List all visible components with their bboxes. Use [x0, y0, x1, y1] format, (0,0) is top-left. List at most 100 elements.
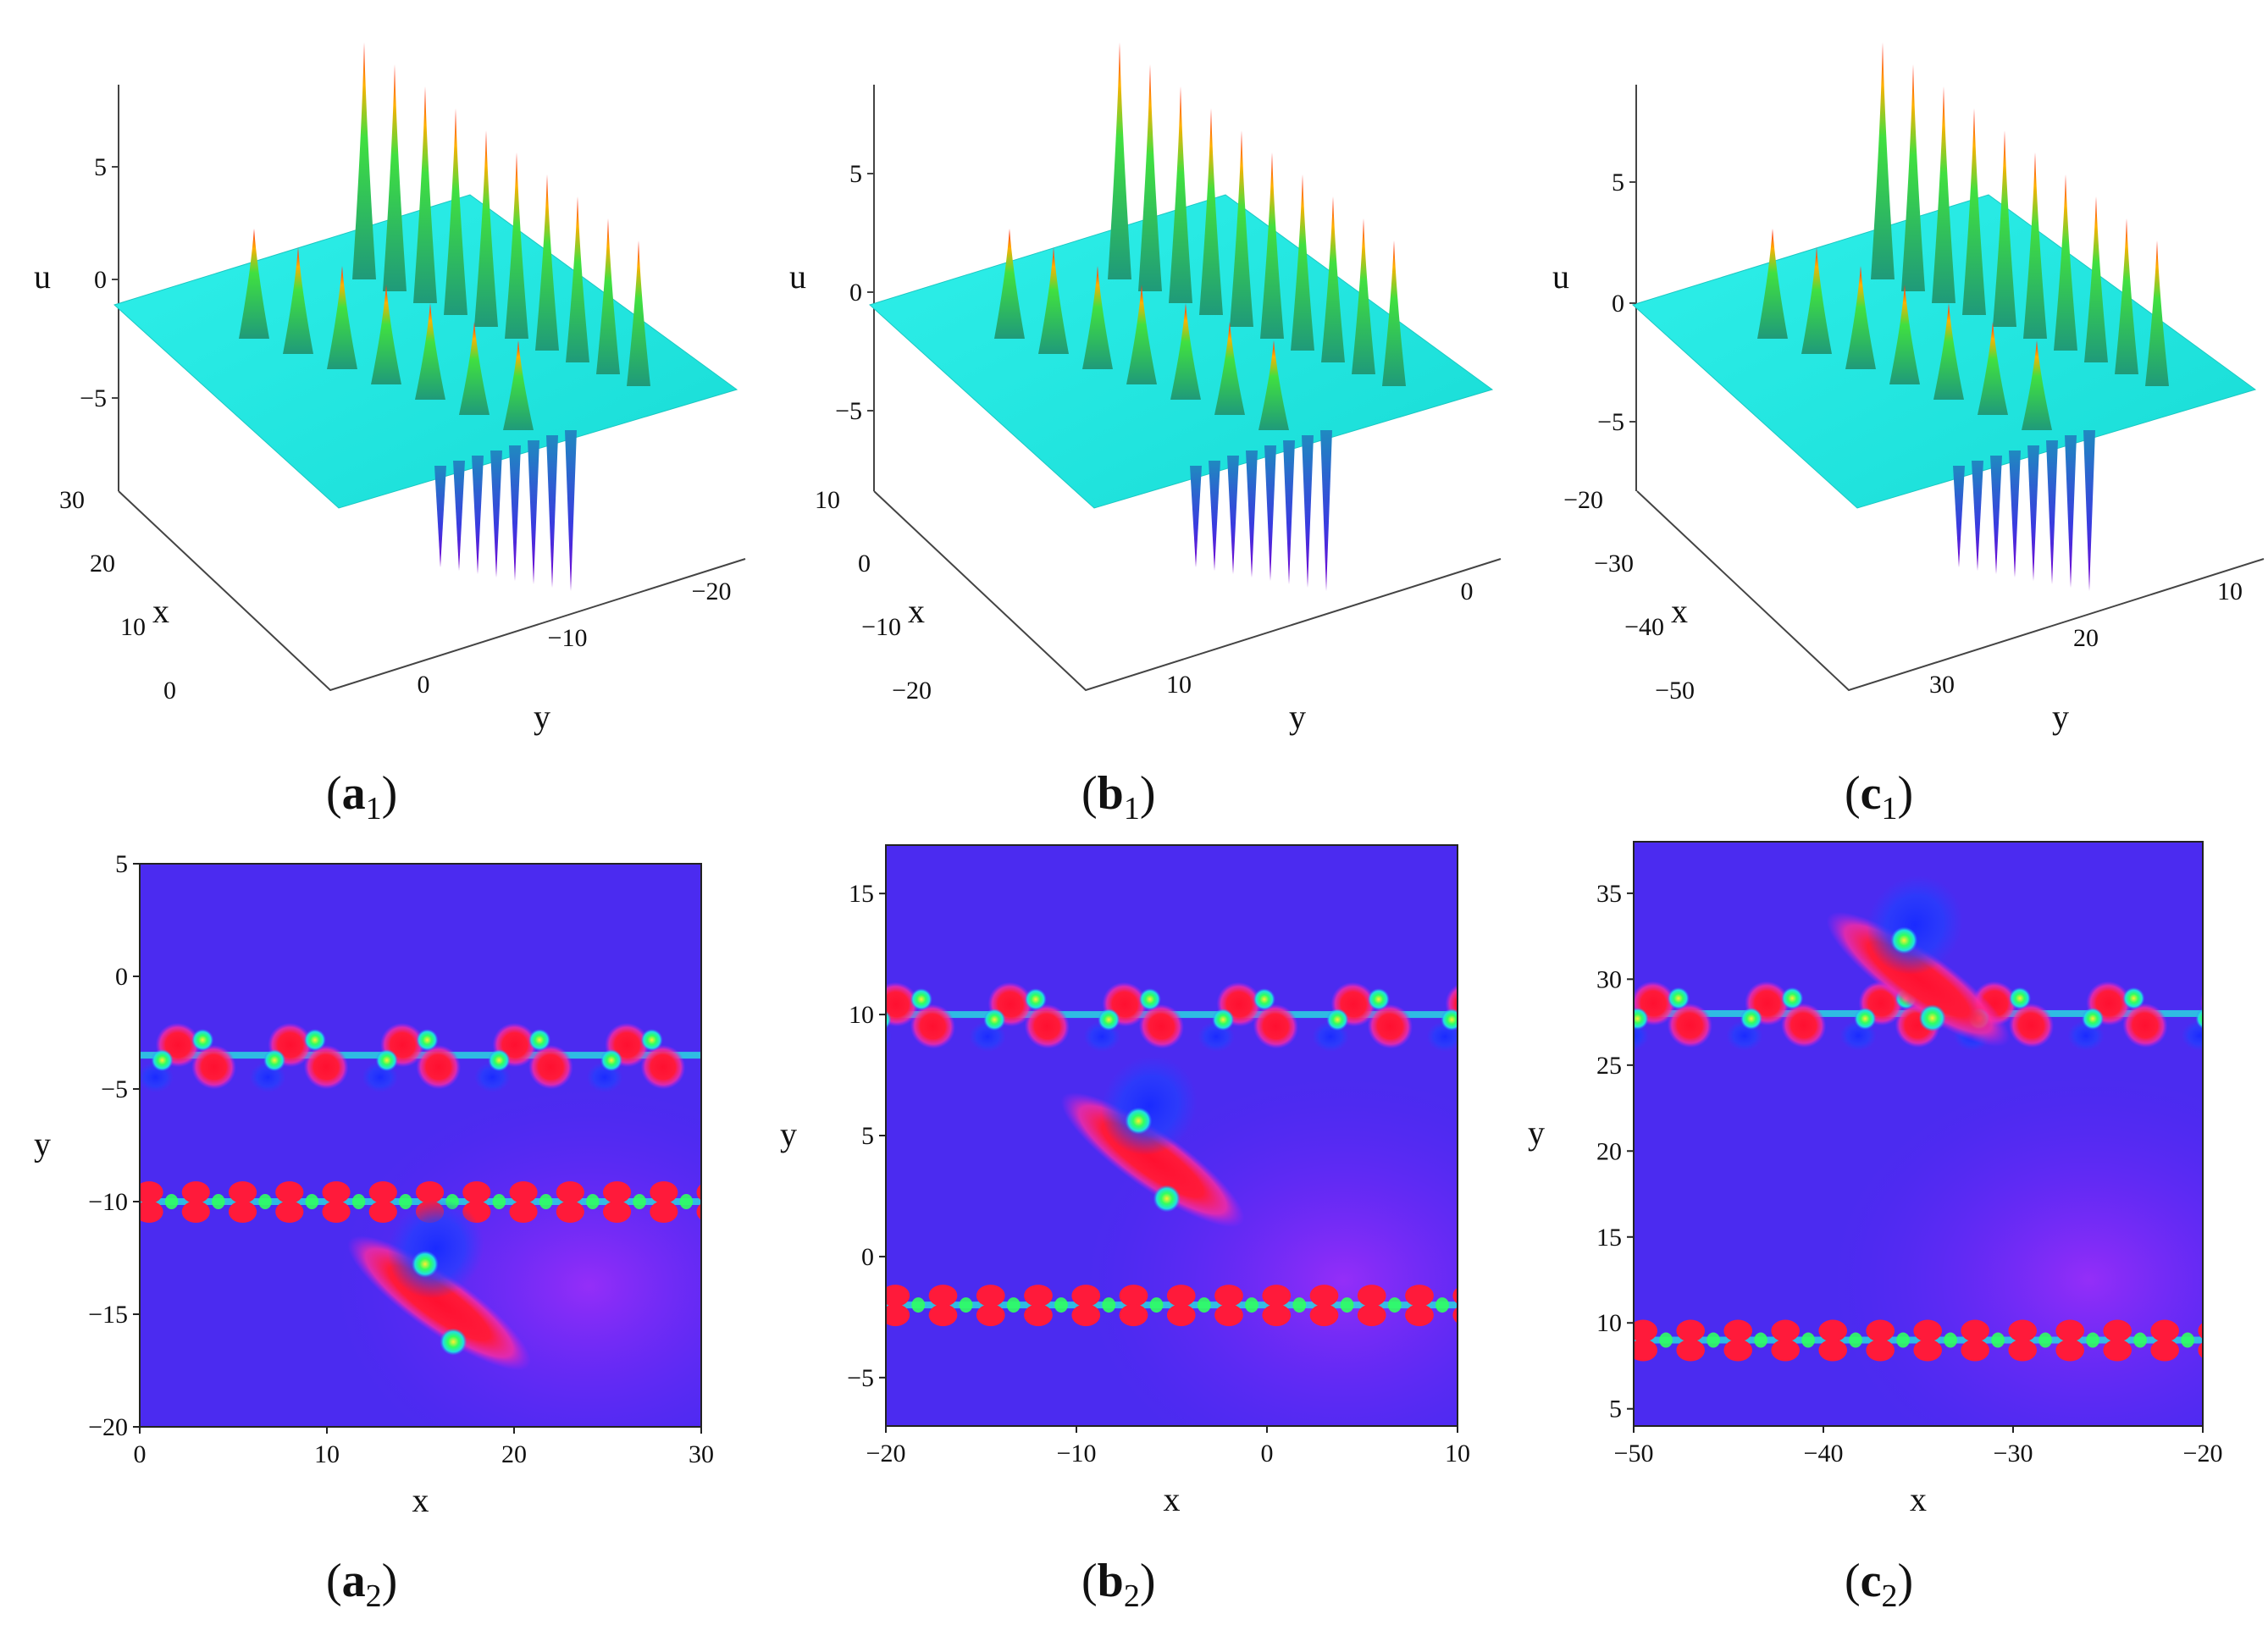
positive-spike: [1382, 240, 1406, 386]
green-spot: [375, 1049, 398, 1072]
red-lobe: [696, 1203, 701, 1220]
positive-spike: [474, 130, 498, 327]
y-tick-label: 0: [1461, 578, 1474, 605]
band-cell: [140, 1022, 236, 1093]
band-cell: [275, 1181, 319, 1223]
green-gap: [164, 1194, 179, 1209]
lump-blue-lobe: [1867, 876, 1963, 975]
green-gap: [679, 1194, 694, 1209]
ridge-hump: [327, 266, 357, 369]
red-lobe: [1818, 1339, 1847, 1362]
red-lobe: [602, 1201, 632, 1223]
red-lobe: [928, 1304, 958, 1327]
positive-spike: [1199, 108, 1223, 315]
z-axis-label: u: [1552, 257, 1569, 296]
x-axis-label: x: [1671, 592, 1688, 630]
red-lobe: [910, 1003, 956, 1049]
red-lobe: [416, 1044, 462, 1090]
x-axis-label: x: [412, 1481, 429, 1519]
negative-dip: [1209, 461, 1220, 571]
green-gap: [492, 1194, 506, 1209]
negative-dip: [565, 430, 577, 591]
z-tick-label: 5: [849, 160, 862, 188]
green-spot: [796, 988, 818, 1010]
base-axes: [118, 490, 746, 692]
red-lobe: [1405, 1304, 1434, 1327]
band-cell: [322, 1181, 366, 1223]
band-cell: [1771, 1319, 1815, 1362]
z-axis-label: u: [789, 257, 806, 296]
x-tick-label: −30: [1994, 1440, 2033, 1467]
green-gap: [1483, 1297, 1496, 1313]
positive-spike: [1138, 64, 1162, 291]
lump-0: [1060, 1056, 1245, 1228]
positive-spike: [1993, 130, 2016, 327]
y-tick-label: 5: [1609, 1396, 1622, 1423]
z-tick-label: 5: [1612, 169, 1624, 196]
red-lobe: [1913, 1339, 1942, 1362]
x-tick-label: 20: [90, 550, 115, 578]
green-gap: [633, 1194, 646, 1209]
red-lobe: [2103, 1339, 2132, 1362]
red-lobe: [509, 1201, 538, 1223]
red-lobe: [976, 1304, 1005, 1327]
band-cell: [2055, 1319, 2099, 1362]
density-plot-a2: 0 10 20 30 5 0 −5 −10 −15 −20 x y: [25, 850, 770, 1519]
z-tick-label: −5: [80, 384, 107, 412]
negative-dip: [1990, 456, 2002, 574]
red-lobe: [1452, 1287, 1458, 1304]
positive-spike: [2054, 174, 2077, 351]
positive-spike: [383, 64, 407, 291]
blue-lobe: [25, 1062, 61, 1092]
green-spot: [1024, 988, 1047, 1011]
green-gap: [1006, 1297, 1021, 1313]
x-tick-label: 20: [501, 1440, 527, 1468]
green-spot: [191, 1029, 214, 1052]
red-lobe: [275, 1181, 304, 1203]
red-lobe: [2055, 1319, 2084, 1342]
y-tick-label: 15: [1596, 1224, 1622, 1252]
x-tick-label: 0: [163, 677, 176, 705]
field-haze: [336, 1089, 701, 1427]
lump-spot: [1918, 1004, 1946, 1032]
x-tick-label: −20: [2183, 1440, 2223, 1467]
blue-lobe: [699, 1070, 701, 1085]
red-lobe: [2198, 1341, 2203, 1359]
x-axis-label: x: [1164, 1480, 1181, 1518]
red-lobe: [1138, 1003, 1185, 1049]
red-lobe: [696, 1184, 701, 1201]
green-spot: [1854, 1007, 1877, 1030]
green-gap: [1991, 1332, 2005, 1348]
red-lobe: [708, 1014, 770, 1076]
red-lobe: [140, 1181, 163, 1203]
red-lobe: [1071, 1285, 1101, 1307]
red-lobe: [140, 1201, 163, 1223]
red-lobe: [2150, 1339, 2179, 1362]
surface-plot-a1: 5 0 −5 u 30 20 10 0 x 0 −10 −20 y: [34, 42, 746, 736]
green-spot: [303, 1029, 326, 1052]
band-cell: [1024, 1285, 1068, 1327]
green-spot: [2195, 1008, 2203, 1030]
red-lobe: [1166, 1304, 1196, 1327]
green-spot: [1212, 1009, 1235, 1031]
caption-b2: (b2): [1081, 1555, 1155, 1614]
negative-dip: [1320, 430, 1332, 591]
red-lobe: [1676, 1339, 1705, 1362]
y-tick-label: 5: [861, 1122, 874, 1150]
red-lobe: [750, 973, 813, 1036]
positive-spike: [596, 218, 620, 374]
positive-spike: [2084, 196, 2108, 362]
green-spot: [1553, 987, 1575, 1009]
y-tick-label: 25: [1596, 1052, 1622, 1080]
green-spot: [2082, 1007, 2105, 1030]
positive-spike: [1901, 64, 1925, 291]
caption-c1: (c1): [1845, 767, 1913, 826]
positive-spike: [1962, 108, 1986, 315]
green-gap: [351, 1194, 366, 1209]
x-axis-label: x: [908, 592, 925, 630]
red-lobe: [1723, 1339, 1752, 1362]
red-lobe: [1723, 1319, 1752, 1342]
density-plot-c2: −50 −40 −30 −20 35 30 25 20 15 10 5 x y: [1528, 841, 2223, 1518]
base-axes: [873, 490, 1502, 692]
band-cell: [650, 1181, 694, 1223]
